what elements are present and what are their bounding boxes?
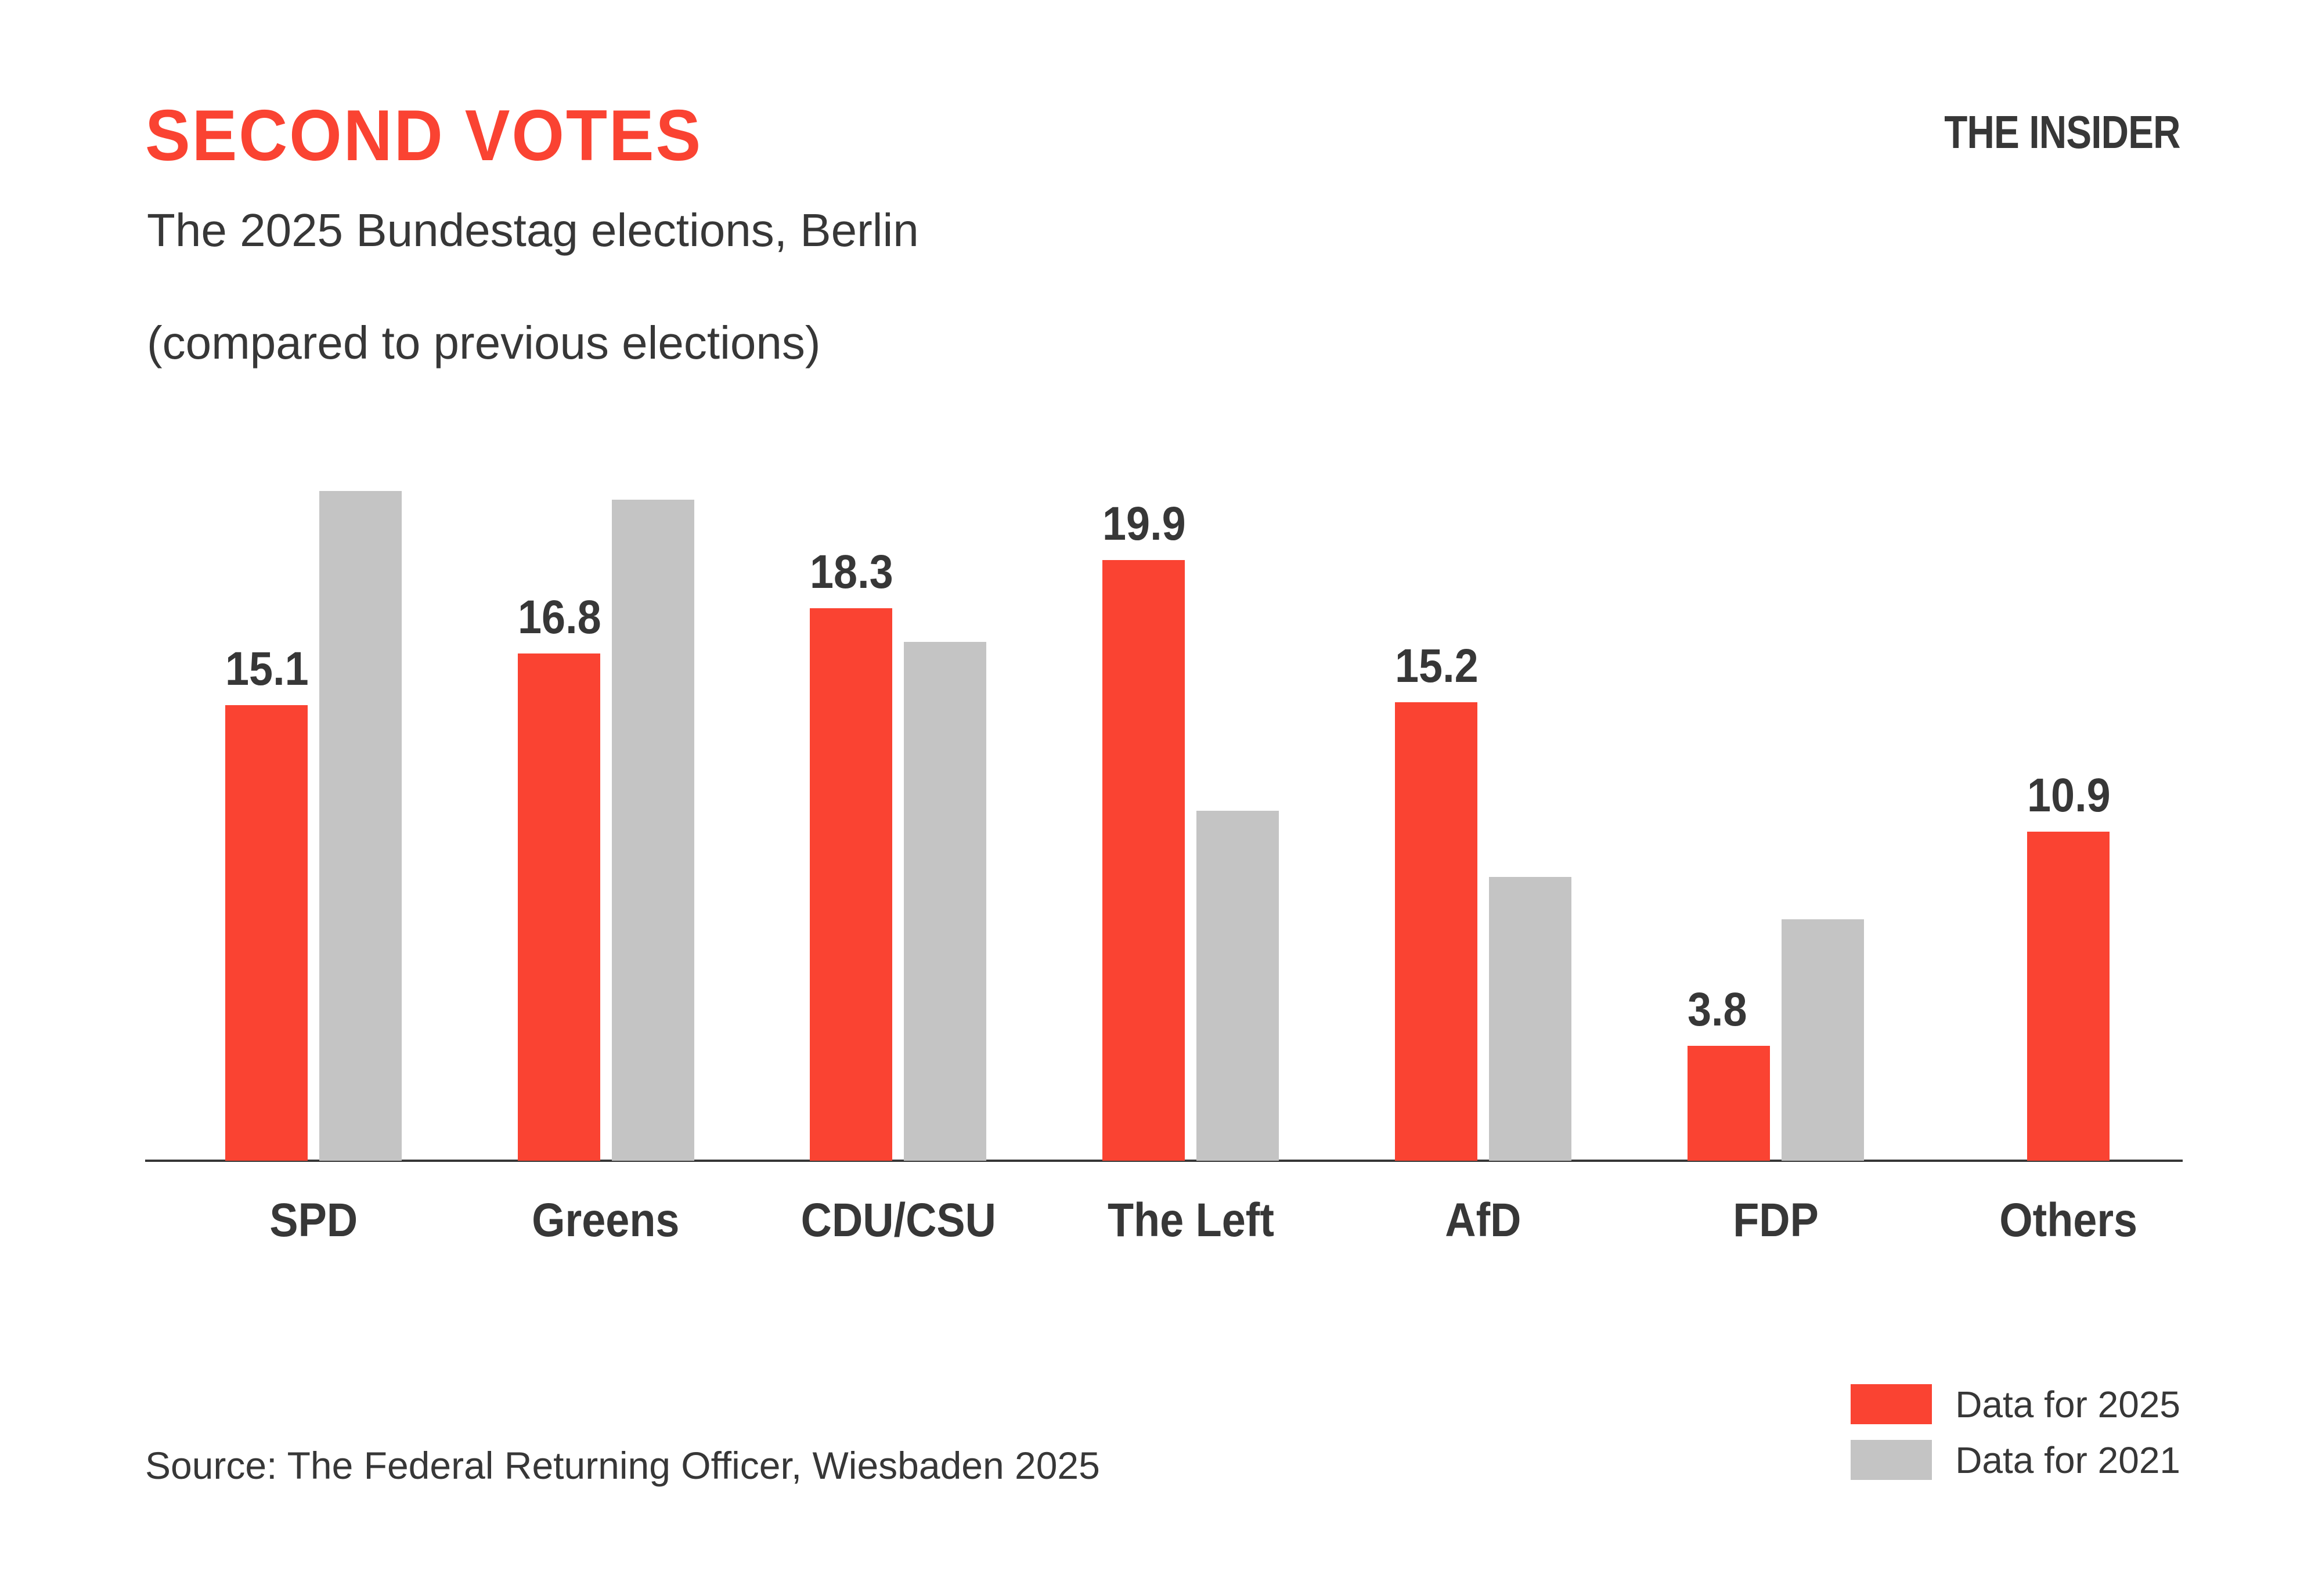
bar-2021 (611, 500, 694, 1161)
bar-group-others: 10.9 Others (1922, 0, 2215, 1596)
subtitle-line-1: The 2025 Bundestag elections, Berlin (147, 204, 919, 256)
bar-2025 (810, 608, 893, 1161)
bar-2021 (1196, 810, 1279, 1161)
bar-group-afd: 15.2 AfD (1337, 0, 1629, 1596)
category-label: AfD (1445, 1194, 1521, 1247)
subtitle-line-2: (compared to previous elections) (147, 317, 821, 369)
brand-logo: THE INSIDER (1944, 106, 2181, 158)
x-axis-line (145, 1160, 2183, 1162)
value-label: 15.2 (1395, 639, 1479, 692)
chart-legend: Data for 2025 Data for 2021 (1851, 1384, 2180, 1480)
source-note: Source: The Federal Returning Officer, W… (145, 1444, 1100, 1487)
value-label: 16.8 (517, 591, 601, 644)
bar-2021 (904, 641, 987, 1161)
bar-2025 (2027, 832, 2110, 1161)
value-label: 15.1 (225, 642, 309, 695)
chart-subtitle: The 2025 Bundestag elections, Berlin (co… (147, 202, 919, 371)
category-label: FDP (1733, 1194, 1819, 1247)
bar-2021 (1781, 919, 1864, 1161)
bar-2025 (517, 653, 600, 1161)
category-label: SPD (269, 1194, 358, 1247)
category-label: The Left (1107, 1194, 1274, 1247)
bar-2025 (225, 705, 308, 1161)
legend-item-2021: Data for 2021 (1851, 1440, 2180, 1480)
bar-2021 (319, 490, 402, 1161)
bar-2025 (1102, 560, 1185, 1161)
bar-2025 (1395, 702, 1478, 1161)
bar-2025 (1687, 1046, 1770, 1161)
legend-item-2025: Data for 2025 (1851, 1384, 2180, 1424)
bar-group-fdp: 3.8 FDP (1629, 0, 1922, 1596)
value-label: 19.9 (1102, 497, 1186, 551)
value-label: 18.3 (810, 546, 894, 599)
category-label: Others (1999, 1194, 2137, 1247)
value-label: 10.9 (2027, 769, 2111, 822)
category-label: CDU/CSU (801, 1194, 996, 1247)
legend-swatch-2021 (1851, 1440, 1932, 1480)
legend-label-2021: Data for 2021 (1955, 1439, 2180, 1481)
category-label: Greens (532, 1194, 680, 1247)
bar-2021 (1489, 877, 1572, 1161)
legend-label-2025: Data for 2025 (1955, 1383, 2180, 1425)
bar-group-cdu-csu: 18.3 CDU/CSU (752, 0, 1045, 1596)
bar-group-spd: 15.1 SPD (167, 0, 460, 1596)
bar-group-greens: 16.8 Greens (460, 0, 752, 1596)
page-title: SECOND VOTES (145, 96, 703, 176)
bar-group-the-left: 19.9 The Left (1044, 0, 1337, 1596)
legend-swatch-2025 (1851, 1384, 1932, 1424)
value-label: 3.8 (1687, 983, 1747, 1037)
